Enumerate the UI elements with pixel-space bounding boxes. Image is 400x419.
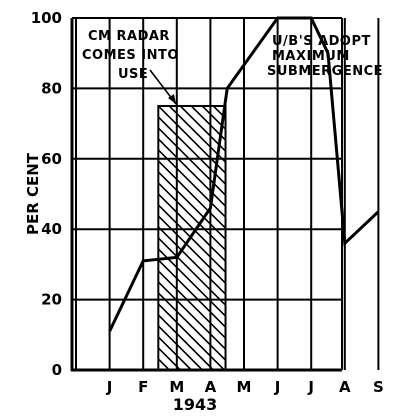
grid — [72, 17, 380, 371]
y-axis-title: PER CENT — [24, 152, 42, 235]
x-tick-label: S — [373, 378, 384, 396]
annotation-line: U/B'S ADOPT — [272, 34, 371, 49]
hatch-line — [158, 291, 226, 362]
hatch-line — [367, 106, 400, 370]
y-tick-label: 100 — [31, 9, 62, 27]
hatch-line — [158, 269, 226, 340]
hatch-line — [158, 280, 226, 351]
hatch-line — [158, 302, 225, 370]
hatch-line — [378, 106, 400, 370]
annotation-cm-radar: CM RADAR COMES INTO USE — [82, 29, 179, 105]
hatch-line — [235, 106, 400, 370]
hatch-line — [158, 214, 226, 285]
hatch-line — [158, 170, 226, 241]
annotation-line: USE — [118, 67, 148, 82]
hatch-line — [158, 148, 226, 219]
hatch-line — [212, 106, 226, 120]
hatch-line — [389, 106, 400, 370]
y-tick-label: 80 — [41, 79, 62, 97]
annotation-line: COMES INTO — [82, 48, 179, 63]
hatch-line — [279, 106, 400, 370]
hatch-line — [158, 368, 159, 370]
hatch-line — [158, 192, 226, 263]
hatch-pattern — [158, 106, 400, 370]
hatch-line — [158, 324, 203, 370]
annotations: CM RADAR COMES INTO USE U/B'S ADOPTMAXIMUMS… — [82, 29, 383, 105]
hatch-line — [179, 106, 226, 153]
x-tick-label: M — [169, 378, 184, 396]
x-tick-label: F — [138, 378, 148, 396]
labels: PER CENT 1943 — [24, 152, 217, 414]
x-axis-title: 1943 — [173, 395, 218, 414]
hatch-line — [158, 258, 226, 329]
hatch-line — [158, 313, 214, 370]
series-line-group — [108, 16, 380, 332]
hatch-line — [158, 137, 226, 208]
y-tick-label: 60 — [41, 150, 62, 168]
annotation-line: SUBMERGENCE — [267, 64, 383, 79]
axes: 0 20 40 60 80 100 J F M A M J J A S — [31, 9, 384, 396]
hatch-line — [246, 106, 400, 370]
x-tick-label: A — [339, 378, 351, 396]
hatch-line — [190, 106, 226, 142]
y-tick-label: 40 — [41, 220, 62, 238]
hatch-line — [345, 106, 400, 370]
hatch-line — [158, 225, 226, 296]
hatch-line — [158, 106, 226, 175]
hatch-line — [268, 106, 400, 370]
hatch-line — [168, 106, 226, 164]
hatch-line — [158, 346, 181, 370]
hatch-line — [158, 115, 226, 186]
annotation-arrowhead — [168, 94, 176, 104]
x-tick-label: J — [307, 378, 314, 396]
y-tick-label: 20 — [41, 291, 62, 309]
annotation-line: CM RADAR — [88, 29, 170, 44]
annotation-line: MAXIMUM — [272, 49, 350, 64]
x-tick-label: M — [237, 378, 252, 396]
hatch-line — [201, 106, 226, 131]
y-tick-label: 0 — [52, 361, 62, 379]
hatch-line — [158, 181, 226, 252]
hatch-line — [312, 106, 400, 370]
x-tick-label: J — [274, 378, 281, 396]
hatch-line — [158, 126, 226, 197]
x-tick-label: A — [205, 378, 217, 396]
series-line — [108, 16, 380, 332]
x-tick-label: J — [106, 378, 113, 396]
